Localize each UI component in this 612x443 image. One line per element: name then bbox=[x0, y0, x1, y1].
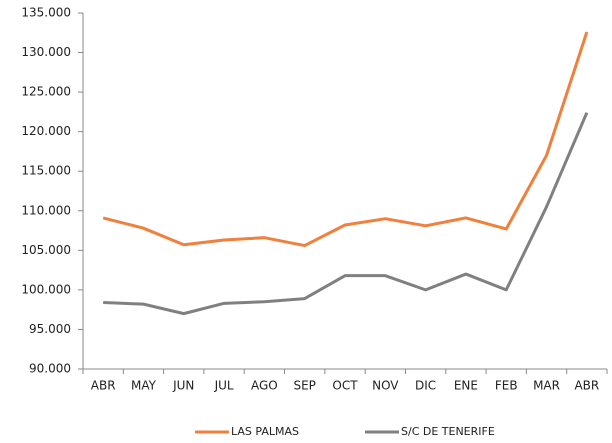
x-tick-label: AGO bbox=[251, 379, 278, 393]
x-tick-label: SEP bbox=[293, 379, 315, 393]
y-tick-label: 125.000 bbox=[21, 85, 71, 99]
x-tick-label: JUN bbox=[172, 379, 194, 393]
x-tick-label: MAR bbox=[533, 379, 560, 393]
y-tick-label: 100.000 bbox=[21, 282, 71, 296]
x-tick-label: NOV bbox=[372, 379, 399, 393]
y-tick-label: 130.000 bbox=[21, 45, 71, 59]
legend: LAS PALMAS S/C DE TENERIFE bbox=[195, 425, 495, 438]
y-tick-label: 115.000 bbox=[21, 164, 71, 178]
y-tick-label: 135.000 bbox=[21, 6, 71, 20]
legend-label: S/C DE TENERIFE bbox=[401, 425, 495, 438]
y-tick-label: 105.000 bbox=[21, 243, 71, 257]
y-tick-label: 90.000 bbox=[29, 362, 71, 376]
x-tick-label: JUL bbox=[214, 379, 234, 393]
x-tick-label: ABR bbox=[574, 379, 599, 393]
legend-label: LAS PALMAS bbox=[231, 425, 299, 438]
x-tick-label: DIC bbox=[415, 379, 436, 393]
x-tick-label: OCT bbox=[332, 379, 358, 393]
x-tick-label: ENE bbox=[454, 379, 478, 393]
y-tick-label: 110.000 bbox=[21, 203, 71, 217]
y-tick-label: 120.000 bbox=[21, 124, 71, 138]
x-tick-label: MAY bbox=[131, 379, 157, 393]
y-tick-label: 95.000 bbox=[29, 322, 71, 336]
x-tick-label: ABR bbox=[91, 379, 116, 393]
line bbox=[102, 31, 589, 248]
x-tick-label: FEB bbox=[495, 379, 518, 393]
line bbox=[103, 112, 589, 316]
